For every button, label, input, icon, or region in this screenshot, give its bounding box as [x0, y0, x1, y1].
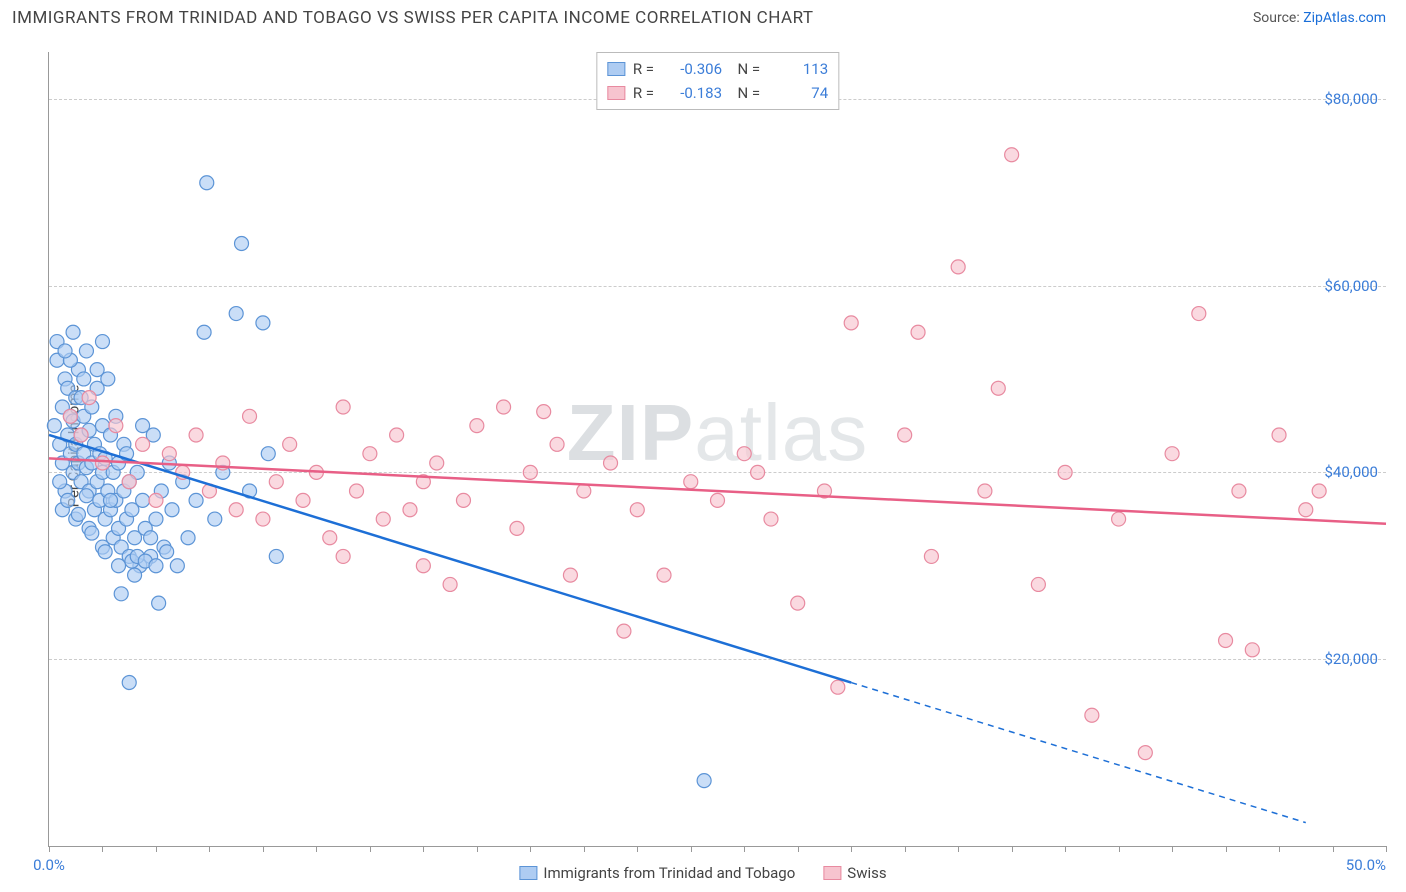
- legend-label-tt: Immigrants from Trinidad and Tobago: [543, 864, 795, 882]
- chart-title: IMMIGRANTS FROM TRINIDAD AND TOBAGO VS S…: [12, 8, 814, 28]
- correlation-legend: R = -0.306 N = 113 R = -0.183 N = 74: [596, 52, 839, 110]
- n-value-swiss: 74: [768, 81, 828, 105]
- legend-swatch-icon: [823, 866, 841, 880]
- legend-row-swiss: R = -0.183 N = 74: [607, 81, 828, 105]
- legend-item-tt: Immigrants from Trinidad and Tobago: [519, 864, 795, 882]
- chart-plot-area: R = -0.306 N = 113 R = -0.183 N = 74 ZIP…: [48, 52, 1386, 847]
- legend-item-swiss: Swiss: [823, 864, 886, 882]
- source-link[interactable]: ZipAtlas.com: [1303, 10, 1386, 26]
- x-tick-label: 0.0%: [33, 856, 65, 874]
- legend-swatch-tt: [607, 62, 625, 76]
- x-tick-label: 50.0%: [1346, 856, 1386, 874]
- n-value-tt: 113: [768, 57, 828, 81]
- legend-swatch-icon: [519, 866, 537, 880]
- r-value-tt: -0.306: [662, 57, 722, 81]
- legend-row-tt: R = -0.306 N = 113: [607, 57, 828, 81]
- series-legend: Immigrants from Trinidad and Tobago Swis…: [519, 864, 886, 882]
- legend-swatch-swiss: [607, 86, 625, 100]
- chart-header: IMMIGRANTS FROM TRINIDAD AND TOBAGO VS S…: [0, 0, 1406, 32]
- scatter-svg: [49, 52, 1386, 846]
- legend-label-swiss: Swiss: [847, 864, 886, 882]
- chart-source: Source: ZipAtlas.com: [1253, 10, 1386, 26]
- r-value-swiss: -0.183: [662, 81, 722, 105]
